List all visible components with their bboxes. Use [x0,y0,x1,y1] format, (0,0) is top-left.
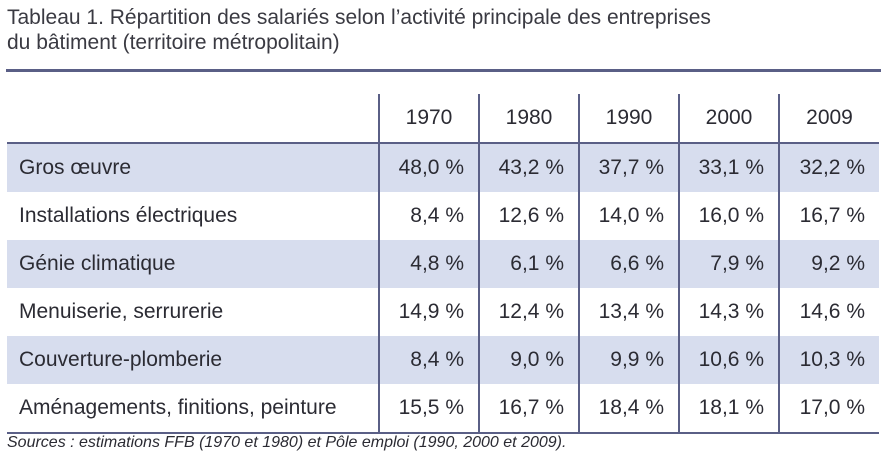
row-label: Couverture-plomberie [7,336,379,384]
table-cell: 43,2 % [478,143,579,192]
table-cell: 12,6 % [478,192,579,240]
year-header: 1980 [478,94,579,144]
year-header: 2000 [678,94,779,144]
table-cell: 6,1 % [478,240,579,288]
row-label: Gros œuvre [7,143,379,192]
header-corner [7,94,379,144]
table-cell: 9,9 % [578,336,679,384]
table-cell: 32,2 % [778,143,879,192]
table-cell: 37,7 % [578,143,679,192]
table-cell: 13,4 % [578,288,679,336]
title-rule [6,69,881,72]
table-cell: 48,0 % [378,143,479,192]
table-cell: 7,9 % [678,240,779,288]
table-cell: 12,4 % [478,288,579,336]
year-header: 1970 [378,94,479,144]
table-row: Installations électriques 8,4 % 12,6 % 1… [7,192,879,240]
table-cell: 16,7 % [778,192,879,240]
table-cell: 16,7 % [478,384,579,434]
table-cell: 6,6 % [578,240,679,288]
table-cell: 10,3 % [778,336,879,384]
source-note: Sources : estimations FFB (1970 et 1980)… [7,434,567,451]
table-cell: 9,0 % [478,336,579,384]
year-header: 1990 [578,94,679,144]
table-title: Tableau 1. Répartition des salariés selo… [7,5,877,55]
row-label: Génie climatique [7,240,379,288]
table-cell: 14,3 % [678,288,779,336]
table-title-line2: du bâtiment (territoire métropolitain) [7,31,340,54]
table-title-line1: Tableau 1. Répartition des salariés selo… [7,6,711,29]
row-label: Menuiserie, serrurerie [19,300,224,323]
table-cell: 14,6 % [778,288,879,336]
table-row: Aménagements, finitions, peinture 15,5 %… [7,384,879,434]
table-cell: 9,2 % [778,240,879,288]
table-cell: 10,6 % [678,336,779,384]
table-cell: 16,0 % [678,192,779,240]
row-label: Installations électriques [19,204,238,227]
table-cell: 14,0 % [578,192,679,240]
table-row: Gros œuvre 48,0 % 43,2 % 37,7 % 33,1 % 3… [7,143,879,192]
table-cell: 4,8 % [378,240,479,288]
header-row: 1970 1980 1990 2000 2009 [7,94,879,144]
table-row: Génie climatique 4,8 % 6,1 % 6,6 % 7,9 %… [7,240,879,288]
table-cell: 8,4 % [378,336,479,384]
row-label: Aménagements, finitions, peinture [7,384,379,434]
table-cell: 18,1 % [678,384,779,434]
table-cell: 15,5 % [378,384,479,434]
table-cell: 8,4 % [378,192,479,240]
table-cell: 18,4 % [578,384,679,434]
table-row: Menuiserie, serrurerie 14,9 % 12,4 % 13,… [7,288,879,336]
table-row: Couverture-plomberie 8,4 % 9,0 % 9,9 % 1… [7,336,879,384]
data-table: 1970 1980 1990 2000 2009 Gros œuvre 48,0… [7,94,879,434]
table-cell: 17,0 % [778,384,879,434]
table-cell: 14,9 % [378,288,479,336]
table-cell: 33,1 % [678,143,779,192]
year-header: 2009 [778,94,879,144]
